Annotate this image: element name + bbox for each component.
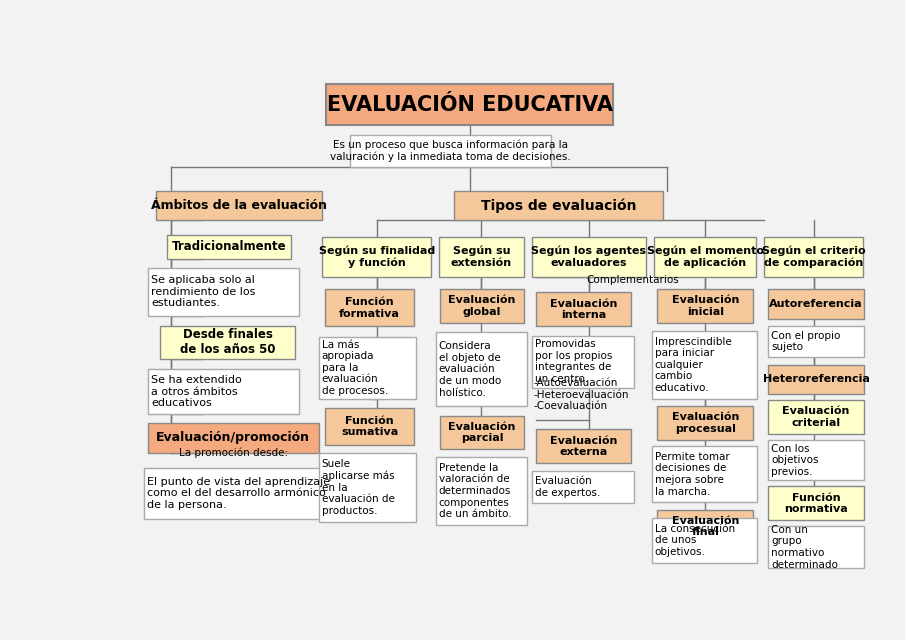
Text: Pretende la
valoración de
determinados
componentes
de un ámbito.: Pretende la valoración de determinados c… [439,463,511,519]
Text: Autoreferencia: Autoreferencia [769,299,862,309]
Text: Función
sumativa: Función sumativa [341,415,398,437]
FancyBboxPatch shape [435,457,527,525]
FancyBboxPatch shape [148,423,319,452]
FancyBboxPatch shape [657,509,753,543]
Text: Evaluación
de expertos.: Evaluación de expertos. [535,476,600,498]
Text: Heteroreferencia: Heteroreferencia [763,374,870,385]
Text: El punto de vista del aprendizaje
como el del desarrollo armónico
de la persona.: El punto de vista del aprendizaje como e… [148,477,330,510]
Text: Imprescindible
para iniciar
cualquier
cambio
educativo.: Imprescindible para iniciar cualquier ca… [655,337,731,393]
FancyBboxPatch shape [440,415,524,449]
FancyBboxPatch shape [319,337,416,399]
FancyBboxPatch shape [435,332,527,406]
Text: Evaluación/promoción: Evaluación/promoción [157,431,310,444]
FancyBboxPatch shape [537,292,631,326]
Text: Evaluación
criterial: Evaluación criterial [782,406,850,428]
FancyBboxPatch shape [326,408,414,445]
Text: Permite tomar
decisiones de
mejora sobre
la marcha.: Permite tomar decisiones de mejora sobre… [655,452,729,497]
FancyBboxPatch shape [768,365,864,394]
Text: Según el criterio
de comparación: Según el criterio de comparación [762,246,865,268]
Text: Se aplicaba solo al
rendimiento de los
estudiantes.: Se aplicaba solo al rendimiento de los e… [151,275,255,308]
Text: La consecución
de unos
objetivos.: La consecución de unos objetivos. [655,524,735,557]
Text: Evaluación
parcial: Evaluación parcial [448,422,516,444]
FancyBboxPatch shape [148,369,300,414]
Text: Evaluación
final: Evaluación final [672,516,738,538]
FancyBboxPatch shape [159,326,295,360]
FancyBboxPatch shape [768,289,864,319]
FancyBboxPatch shape [537,429,631,463]
FancyBboxPatch shape [454,191,663,220]
FancyBboxPatch shape [326,84,613,125]
FancyBboxPatch shape [768,440,864,480]
Text: -Autoevaluación
-Heteroevaluación
-Coevaluación: -Autoevaluación -Heteroevaluación -Coeva… [534,378,630,412]
Text: Considera
el objeto de
evaluación
de un modo
holístico.: Considera el objeto de evaluación de un … [439,341,500,397]
Text: Según su finalidad
y función: Según su finalidad y función [319,246,434,268]
FancyBboxPatch shape [167,235,291,259]
FancyBboxPatch shape [531,471,634,504]
Text: Función
normativa: Función normativa [784,493,848,514]
FancyBboxPatch shape [768,326,864,357]
Text: Tipos de evaluación: Tipos de evaluación [481,198,636,212]
Text: Es un proceso que busca información para la
valuración y la inmediata toma de de: Es un proceso que busca información para… [330,140,571,162]
Text: Desde finales
de los años 50: Desde finales de los años 50 [180,328,275,356]
Text: Suele
aplicarse más
en la
evaluación de
productos.: Suele aplicarse más en la evaluación de … [321,459,395,516]
FancyBboxPatch shape [148,268,300,316]
FancyBboxPatch shape [440,289,524,323]
Text: Complementarios: Complementarios [586,275,679,285]
FancyBboxPatch shape [349,134,551,167]
Text: Promovidas
por los propios
integrantes de
un centro.: Promovidas por los propios integrantes d… [535,339,612,384]
FancyBboxPatch shape [652,447,757,502]
Text: Con el propio
sujeto: Con el propio sujeto [771,331,841,353]
FancyBboxPatch shape [657,289,753,323]
Text: Evaluación
inicial: Evaluación inicial [672,296,738,317]
Text: Según su
extensión: Según su extensión [451,246,512,268]
Text: EVALUACIÓN EDUCATIVA: EVALUACIÓN EDUCATIVA [327,95,613,115]
Text: Evaluación
global: Evaluación global [448,296,516,317]
FancyBboxPatch shape [652,331,757,399]
Text: La más
apropiada
para la
evaluación
de procesos.: La más apropiada para la evaluación de p… [321,340,388,396]
FancyBboxPatch shape [657,406,753,440]
Text: Con los
objetivos
previos.: Con los objetivos previos. [771,444,819,477]
FancyBboxPatch shape [144,468,330,519]
FancyBboxPatch shape [319,452,416,522]
Text: Tradicionalmente: Tradicionalmente [172,241,287,253]
FancyBboxPatch shape [768,400,864,434]
FancyBboxPatch shape [768,527,864,568]
FancyBboxPatch shape [531,237,646,277]
Text: Evaluación
externa: Evaluación externa [550,436,617,457]
FancyBboxPatch shape [531,335,634,388]
FancyBboxPatch shape [439,237,524,277]
FancyBboxPatch shape [322,237,431,277]
Text: Según los agentes
evaluadores: Según los agentes evaluadores [531,246,646,268]
FancyBboxPatch shape [652,518,757,563]
FancyBboxPatch shape [654,237,757,277]
Text: La promoción desde:: La promoción desde: [178,447,288,458]
Text: Ámbitos de la evaluación: Ámbitos de la evaluación [151,199,327,212]
Text: Función
formativa: Función formativa [339,297,400,319]
FancyBboxPatch shape [764,237,863,277]
Text: Se ha extendido
a otros ámbitos
educativos: Se ha extendido a otros ámbitos educativ… [151,375,242,408]
FancyBboxPatch shape [326,289,414,326]
Text: Según el momento
de aplicación: Según el momento de aplicación [647,246,764,268]
FancyBboxPatch shape [156,191,322,220]
Text: Evaluación
interna: Evaluación interna [550,298,617,320]
Text: Con un
grupo
normativo
determinado: Con un grupo normativo determinado [771,525,838,570]
Text: Evaluación
procesual: Evaluación procesual [672,413,738,434]
FancyBboxPatch shape [768,486,864,520]
